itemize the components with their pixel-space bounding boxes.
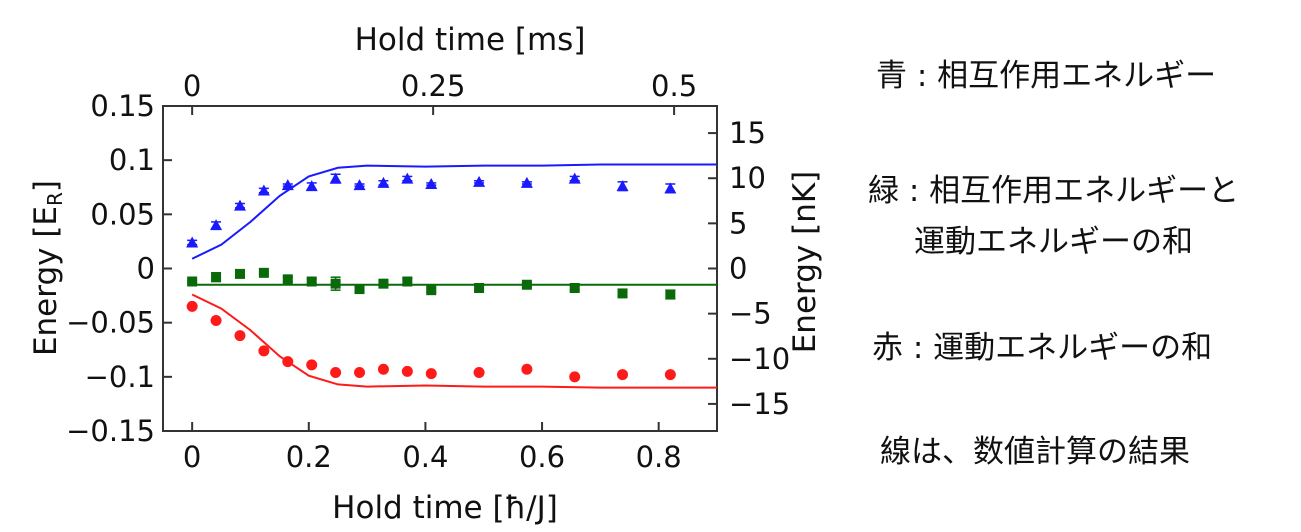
y-tick-label: 0 xyxy=(137,252,155,286)
interaction-point xyxy=(377,176,390,188)
interaction-point xyxy=(305,180,318,192)
x-tick-label: 0 xyxy=(183,440,201,474)
total-point xyxy=(354,284,365,295)
y-tick-label: 0.1 xyxy=(109,143,155,177)
right-y-tick-label: 15 xyxy=(729,116,766,150)
total-point xyxy=(234,268,245,279)
right-y-tick-label: 10 xyxy=(729,161,766,195)
y-tick-label: −0.1 xyxy=(85,360,155,394)
interaction-point xyxy=(353,179,366,191)
total-point xyxy=(521,279,532,290)
interaction-point xyxy=(233,199,246,211)
interaction-point xyxy=(257,184,270,196)
kinetic-point xyxy=(473,367,485,378)
total-point xyxy=(474,283,485,293)
interaction-theory-line xyxy=(191,163,717,260)
interaction-point xyxy=(616,180,629,192)
total-point xyxy=(258,267,269,278)
kinetic-point xyxy=(186,300,198,312)
x-tick-label: 0.2 xyxy=(286,440,332,474)
plot-frame xyxy=(162,105,718,432)
y-tick-label: 0.05 xyxy=(90,197,155,231)
right-y-tick-label: −10 xyxy=(729,342,790,376)
kinetic-point xyxy=(258,345,270,357)
legend-green-1: 緑 : 相互作用エネルギーと xyxy=(868,173,1240,209)
total-point xyxy=(306,276,317,287)
x-tick-label: 0.8 xyxy=(636,440,682,474)
kinetic-point xyxy=(210,315,222,326)
interaction-point xyxy=(664,182,677,194)
top-x-axis-label: Hold time [ms] xyxy=(355,22,586,58)
interaction-point xyxy=(281,179,294,191)
interaction-point xyxy=(186,236,199,248)
kinetic-point xyxy=(617,369,629,381)
legend-red: 赤 : 運動エネルギーの和 xyxy=(872,330,1213,366)
top-x-tick-label: 0.25 xyxy=(401,69,466,103)
kinetic-point xyxy=(234,330,246,342)
kinetic-point xyxy=(377,363,389,375)
right-y-tick-label: 0 xyxy=(729,252,747,286)
right-y-tick-label: −15 xyxy=(729,387,790,421)
kinetic-point xyxy=(306,359,318,371)
interaction-point xyxy=(473,175,486,187)
top-x-tick-label: 0.5 xyxy=(651,69,697,103)
total-point xyxy=(187,276,198,287)
total-point xyxy=(378,278,389,289)
y-axis-label: Energy [ER] xyxy=(28,180,67,356)
total-point xyxy=(211,272,222,283)
right-y-axis-label: Energy [nK] xyxy=(787,171,823,354)
x-tick-label: 0.6 xyxy=(519,440,565,474)
total-point xyxy=(426,285,437,296)
legend-note: 線は、数値計算の結果 xyxy=(880,434,1190,470)
kinetic-point xyxy=(401,365,413,377)
kinetic-point xyxy=(330,367,342,378)
top-x-tick-label: 0 xyxy=(183,69,201,103)
y-tick-label: −0.05 xyxy=(66,306,155,340)
interaction-point xyxy=(329,172,342,184)
kinetic-point xyxy=(569,371,581,383)
total-point xyxy=(402,276,413,287)
x-axis-label: Hold time [ħ/J] xyxy=(332,490,558,526)
kinetic-point xyxy=(664,369,676,381)
kinetic-theory-line xyxy=(191,293,717,389)
y-tick-label: −0.15 xyxy=(66,414,155,448)
kinetic-point xyxy=(354,367,366,378)
total-point xyxy=(617,288,628,299)
x-tick-label: 0.4 xyxy=(402,440,448,474)
total-point xyxy=(569,283,580,293)
interaction-point xyxy=(210,219,223,231)
interaction-point xyxy=(401,172,414,184)
interaction-point xyxy=(568,172,581,184)
legend-blue: 青 : 相互作用エネルギー xyxy=(876,58,1217,94)
kinetic-point xyxy=(521,363,533,375)
kinetic-point xyxy=(425,368,437,380)
total-point xyxy=(330,278,341,289)
legend-green-2: 運動エネルギーの和 xyxy=(914,224,1193,260)
kinetic-point xyxy=(282,356,294,368)
right-y-tick-label: −5 xyxy=(729,297,772,331)
interaction-point xyxy=(520,176,533,188)
interaction-point xyxy=(425,178,438,189)
total-point xyxy=(665,289,676,300)
right-y-tick-label: 5 xyxy=(729,206,747,240)
y-tick-label: 0.15 xyxy=(90,89,155,123)
total-point xyxy=(282,274,293,285)
